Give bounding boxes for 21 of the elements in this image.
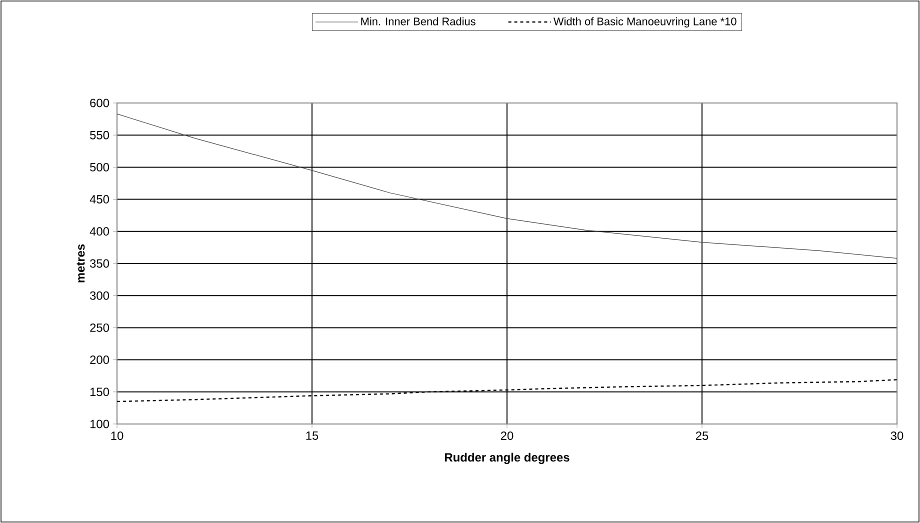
x-tick-label: 20 [500, 432, 514, 440]
y-tick-label: 550 [90, 130, 110, 140]
y-tick-label: 450 [90, 195, 110, 204]
x-tick-label: 10 [111, 432, 124, 440]
x-tick-label: 30 [890, 432, 904, 440]
y-tick-label: 600 [90, 98, 110, 108]
y-tick-label: 100 [90, 420, 110, 428]
y-axis-title: metres [76, 244, 85, 282]
y-tick-label: 500 [90, 162, 110, 172]
x-axis-title: Rudder angle degrees [445, 452, 570, 464]
y-tick-label: 200 [90, 356, 110, 364]
x-tick-label: 25 [696, 432, 708, 440]
legend-label: Width of Basic Manoeuvring Lane *10 [553, 17, 736, 28]
y-tick-label: 250 [90, 323, 110, 332]
y-tick-label: 150 [90, 388, 110, 396]
y-tick-label: 350 [90, 259, 110, 268]
y-tick-label: 300 [90, 291, 110, 300]
x-tick-label: 15 [306, 432, 318, 440]
y-tick-label: 400 [90, 227, 110, 236]
legend-label: Min. Inner Bend Radius [361, 17, 476, 26]
line-series [117, 114, 898, 259]
